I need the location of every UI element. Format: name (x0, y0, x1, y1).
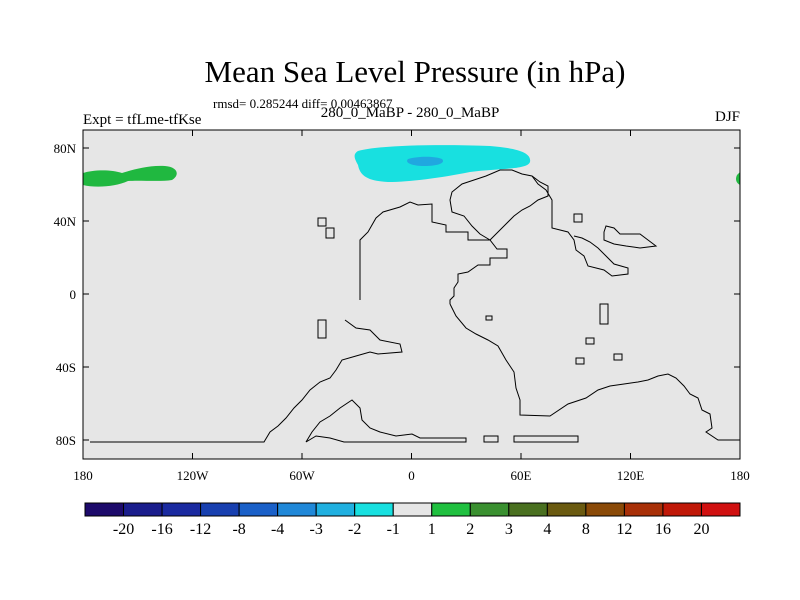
lon-tick-label: 60E (511, 468, 532, 483)
lon-tick-label: 120W (177, 468, 210, 483)
colorbar-label: 8 (582, 521, 590, 538)
colorbar-swatch (585, 502, 625, 517)
coastline-africa (449, 303, 740, 441)
lat-tick-label: 0 (70, 287, 77, 302)
colorbar-label: 1 (428, 521, 436, 538)
lat-tick-label: 80N (54, 141, 77, 156)
island-11 (513, 435, 579, 443)
colorbar-label: 3 (505, 521, 513, 538)
colorbar-swatch (277, 502, 317, 517)
coastlines (90, 169, 740, 443)
coastline-south-america-africa (90, 319, 403, 443)
positive-anomaly-east (736, 172, 740, 185)
negative-anomaly-arctic (354, 145, 531, 182)
colorbar-label: 12 (616, 521, 632, 538)
colorbar: -20 -16 -12 -8 -4 -3 -2 -1 1 2 3 4 8 12 16 20 (84, 502, 741, 538)
coastline-east-asia (603, 225, 658, 249)
colorbar-label: -4 (271, 521, 284, 538)
colorbar-swatch (200, 502, 240, 517)
colorbar-label: 4 (543, 521, 551, 538)
colorbar-label: 16 (655, 521, 671, 538)
colorbar-swatch (84, 502, 125, 517)
island-1 (317, 217, 327, 227)
colorbar-swatch (123, 502, 163, 517)
island-9 (613, 353, 623, 361)
island-8 (575, 357, 585, 365)
positive-anomaly-west (83, 165, 177, 187)
lon-tick-label: 0 (408, 468, 415, 483)
lat-tick-label: 40N (54, 214, 77, 229)
period-label: 280_0_MaBP - 280_0_MaBP (320, 105, 500, 121)
lon-tick-label: 60W (289, 468, 315, 483)
coastline-asia (449, 169, 549, 241)
stats-label: rmsd= 0.285244 diff= 0.00463867 (213, 96, 393, 111)
island-5 (599, 303, 609, 325)
island-3 (317, 319, 327, 339)
colorbar-label: 2 (466, 521, 474, 538)
island-7 (585, 337, 595, 345)
colorbar-label: -2 (348, 521, 361, 538)
lat-tick-label: 80S (56, 433, 76, 448)
colorbar-swatch (354, 502, 394, 517)
plot-title: Mean Sea Level Pressure (in hPa) (204, 54, 626, 89)
island-6 (485, 315, 493, 321)
experiment-label: Expt = tfLme-tfKse (83, 112, 202, 128)
island-10 (483, 435, 499, 443)
lon-tick-label: 120E (617, 468, 645, 483)
colorbar-swatch (700, 502, 741, 517)
colorbar-swatch (431, 502, 471, 517)
negative-anomaly-core (407, 156, 444, 166)
colorbar-label: 20 (693, 521, 709, 538)
latitude-axis: 80N 40N 0 40S 80S (54, 141, 740, 448)
colorbar-label: -8 (232, 521, 245, 538)
lon-tick-label: 180 (730, 468, 750, 483)
coastline-antarctica (305, 399, 467, 443)
coastline-americas (359, 201, 508, 304)
map-background (83, 130, 740, 459)
island-4 (573, 213, 583, 223)
island-2 (325, 227, 335, 239)
colorbar-swatch (161, 502, 202, 517)
colorbar-label: -20 (113, 521, 134, 538)
colorbar-swatch (546, 502, 587, 517)
colorbar-label: -1 (387, 521, 400, 538)
colorbar-swatch (508, 502, 548, 517)
coastline-siberia (531, 175, 629, 277)
longitude-axis: 180 120W 60W 0 60E 120E 180 (73, 130, 750, 483)
colorbar-swatch (315, 502, 356, 517)
colorbar-swatch (623, 502, 664, 517)
colorbar-label: -12 (190, 521, 211, 538)
lat-tick-label: 40S (56, 360, 76, 375)
colorbar-swatch (662, 502, 702, 517)
colorbar-label: -3 (310, 521, 323, 538)
anomaly-contours (83, 145, 740, 187)
colorbar-label: -16 (151, 521, 172, 538)
colorbar-swatch (238, 502, 279, 517)
lon-tick-label: 180 (73, 468, 93, 483)
season-label: DJF (714, 109, 740, 125)
colorbar-swatch (469, 502, 510, 517)
colorbar-swatch (392, 502, 433, 517)
